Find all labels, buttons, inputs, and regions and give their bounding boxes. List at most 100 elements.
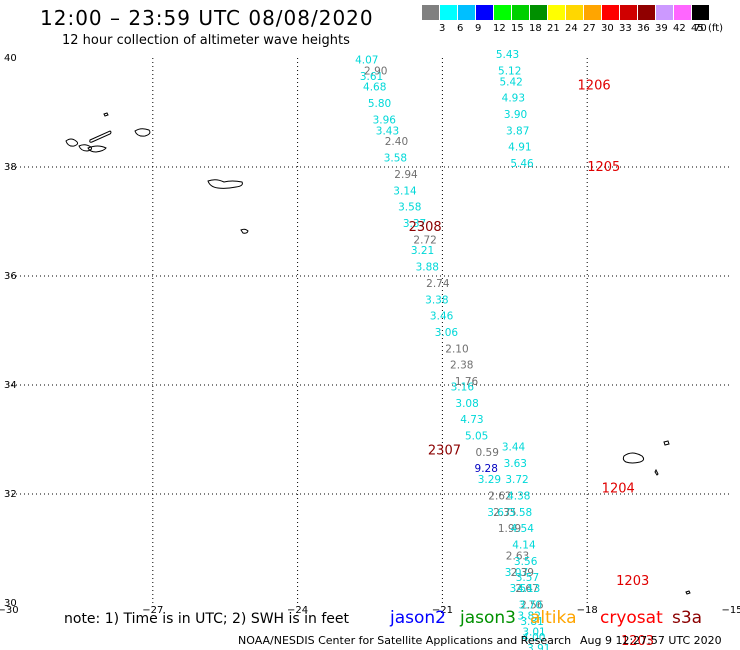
y-tick-label: 34 [4,380,17,391]
wave-height-value: 3.01 [522,627,545,639]
wave-height-value: 5.43 [496,49,519,61]
wave-height-value: 3.21 [411,245,434,257]
wave-height-value: 4.91 [508,142,531,154]
wave-height-value: 3.38 [425,294,448,306]
wave-height-value: 4.14 [512,540,536,552]
pass-id-label: 1206 [578,78,611,93]
landmasses [65,112,691,595]
wave-height-value: 2.67 [515,583,538,595]
wave-height-value: 2.56 [520,599,544,611]
pass-id-label: 2307 [428,443,461,458]
legend-swatch [530,5,547,20]
wave-height-value: 3.58 [398,202,421,214]
pass-id-label: 2308 [409,220,442,235]
legend-swatch [620,5,637,20]
wave-height-value: 3.44 [502,441,526,453]
legend-swatch [494,5,511,20]
y-tick-label: 36 [4,271,17,282]
legend-label: 70 [694,23,707,34]
wave-height-value: 3.43 [376,125,399,137]
satellite-cryosat: cryosat [600,608,663,628]
wave-height-value: 2.72 [413,234,436,246]
satellite-jason2: jason2 [390,608,446,628]
wave-height-value: 2.10 [445,343,468,355]
wave-height-value: 2.94 [394,169,418,181]
legend-label: 39 [655,23,668,34]
legend-swatch [692,5,709,20]
map-grid [8,58,732,603]
y-tick-label: 32 [4,489,17,500]
legend-label: 3 [439,23,446,34]
pass-labels: 12061205230823071204120312032306 [409,78,654,649]
axis-ticks: −30 −27 −24 −21 −18 −15 30 32 34 36 38 40 [0,53,740,616]
y-tick-label: 38 [4,162,17,173]
wave-height-value: 3.96 [373,114,397,126]
island-madeira [622,452,645,464]
island-desertas [654,468,659,476]
wave-height-value: 5.80 [368,98,391,110]
wave-height-value: 3.16 [451,381,475,393]
wave-height-value: 1.99 [498,523,521,535]
x-tick-label: −21 [432,605,453,616]
map-title: 12:00 – 23:59 UTC 08/08/2020 [40,6,374,30]
wave-height-value: 3.54 [510,583,534,595]
wave-height-value: 4.93 [502,93,525,105]
wave-height-value: 3.63 [504,458,527,470]
legend-swatch [440,5,457,20]
wave-height-value: 3.06 [435,327,459,339]
pass-id-label: 1203 [621,634,654,649]
footer-note: note: 1) Time is in UTC; 2) SWH is in fe… [64,611,350,627]
satellite-s3a: s3a [672,608,703,628]
wave-height-value: 2.63 [506,550,529,562]
wave-height-value: 2.40 [385,136,408,148]
wave-height-value: 3.72 [505,474,528,486]
map-subtitle: 12 hour collection of altimeter wave hei… [62,33,350,48]
legend-label: 30 [601,23,614,34]
wave-height-value: 3.91 [527,643,550,650]
legend-swatch [566,5,583,20]
wave-height-tracks: 4.07 3.614.68 5.80 3.963.43 3.58 3.14 3.58 3.37… [355,49,550,650]
timestamp: Aug 9 12:27:57 UTC 2020 [580,634,722,647]
wave-height-value: 3.90 [504,109,527,121]
wave-height-value: 2.39 [511,567,534,579]
island-porto-santo [663,440,670,446]
legend-swatch [656,5,673,20]
wave-height-value: 3.67 [487,507,510,519]
x-tick-label: −24 [287,605,308,616]
legend-label: (ft) [708,23,724,34]
legend-swatch [638,5,655,20]
wave-height-value: 2.35 [493,507,516,519]
x-tick-label: −30 [0,605,19,616]
island-santa-maria [240,228,249,234]
legend-label: 21 [547,23,560,34]
wave-height-value: 2.62 [488,490,511,502]
legend-label: 45 [691,23,704,34]
wave-height-value: 3.70 [519,599,542,611]
legend-swatch [584,5,601,20]
island-selvagens [685,590,691,595]
x-tick-label: −18 [577,605,598,616]
wave-height-value: 3.29 [478,474,501,486]
legend-label: 33 [619,23,632,34]
wave-height-value: 3.58 [384,153,407,165]
wave-height-value: 4.68 [363,82,386,94]
wave-height-value: 3.82 [518,610,541,622]
wave-height-value: 3.14 [393,185,417,197]
wave-height-value: 5.46 [510,158,534,170]
wave-height-value: 3.37 [403,218,426,230]
pass-id-label: 1203 [616,574,649,589]
wave-height-value: 3.81 [520,616,543,628]
wave-height-value: 5.12 [498,65,521,77]
wave-height-value: 3.46 [430,311,454,323]
wave-height-value: 5.42 [499,76,522,88]
island-faial [78,144,92,152]
wave-height-value: 2.90 [364,65,387,77]
wave-height-value: 4.07 [355,54,378,66]
wave-height-value: 2.74 [426,278,450,290]
island-pico [87,145,107,153]
wave-height-value: 4.38 [507,490,530,502]
legend-label: 36 [637,23,650,34]
y-tick-label: 30 [4,598,17,609]
wave-height-value: 4.00 [522,632,545,644]
